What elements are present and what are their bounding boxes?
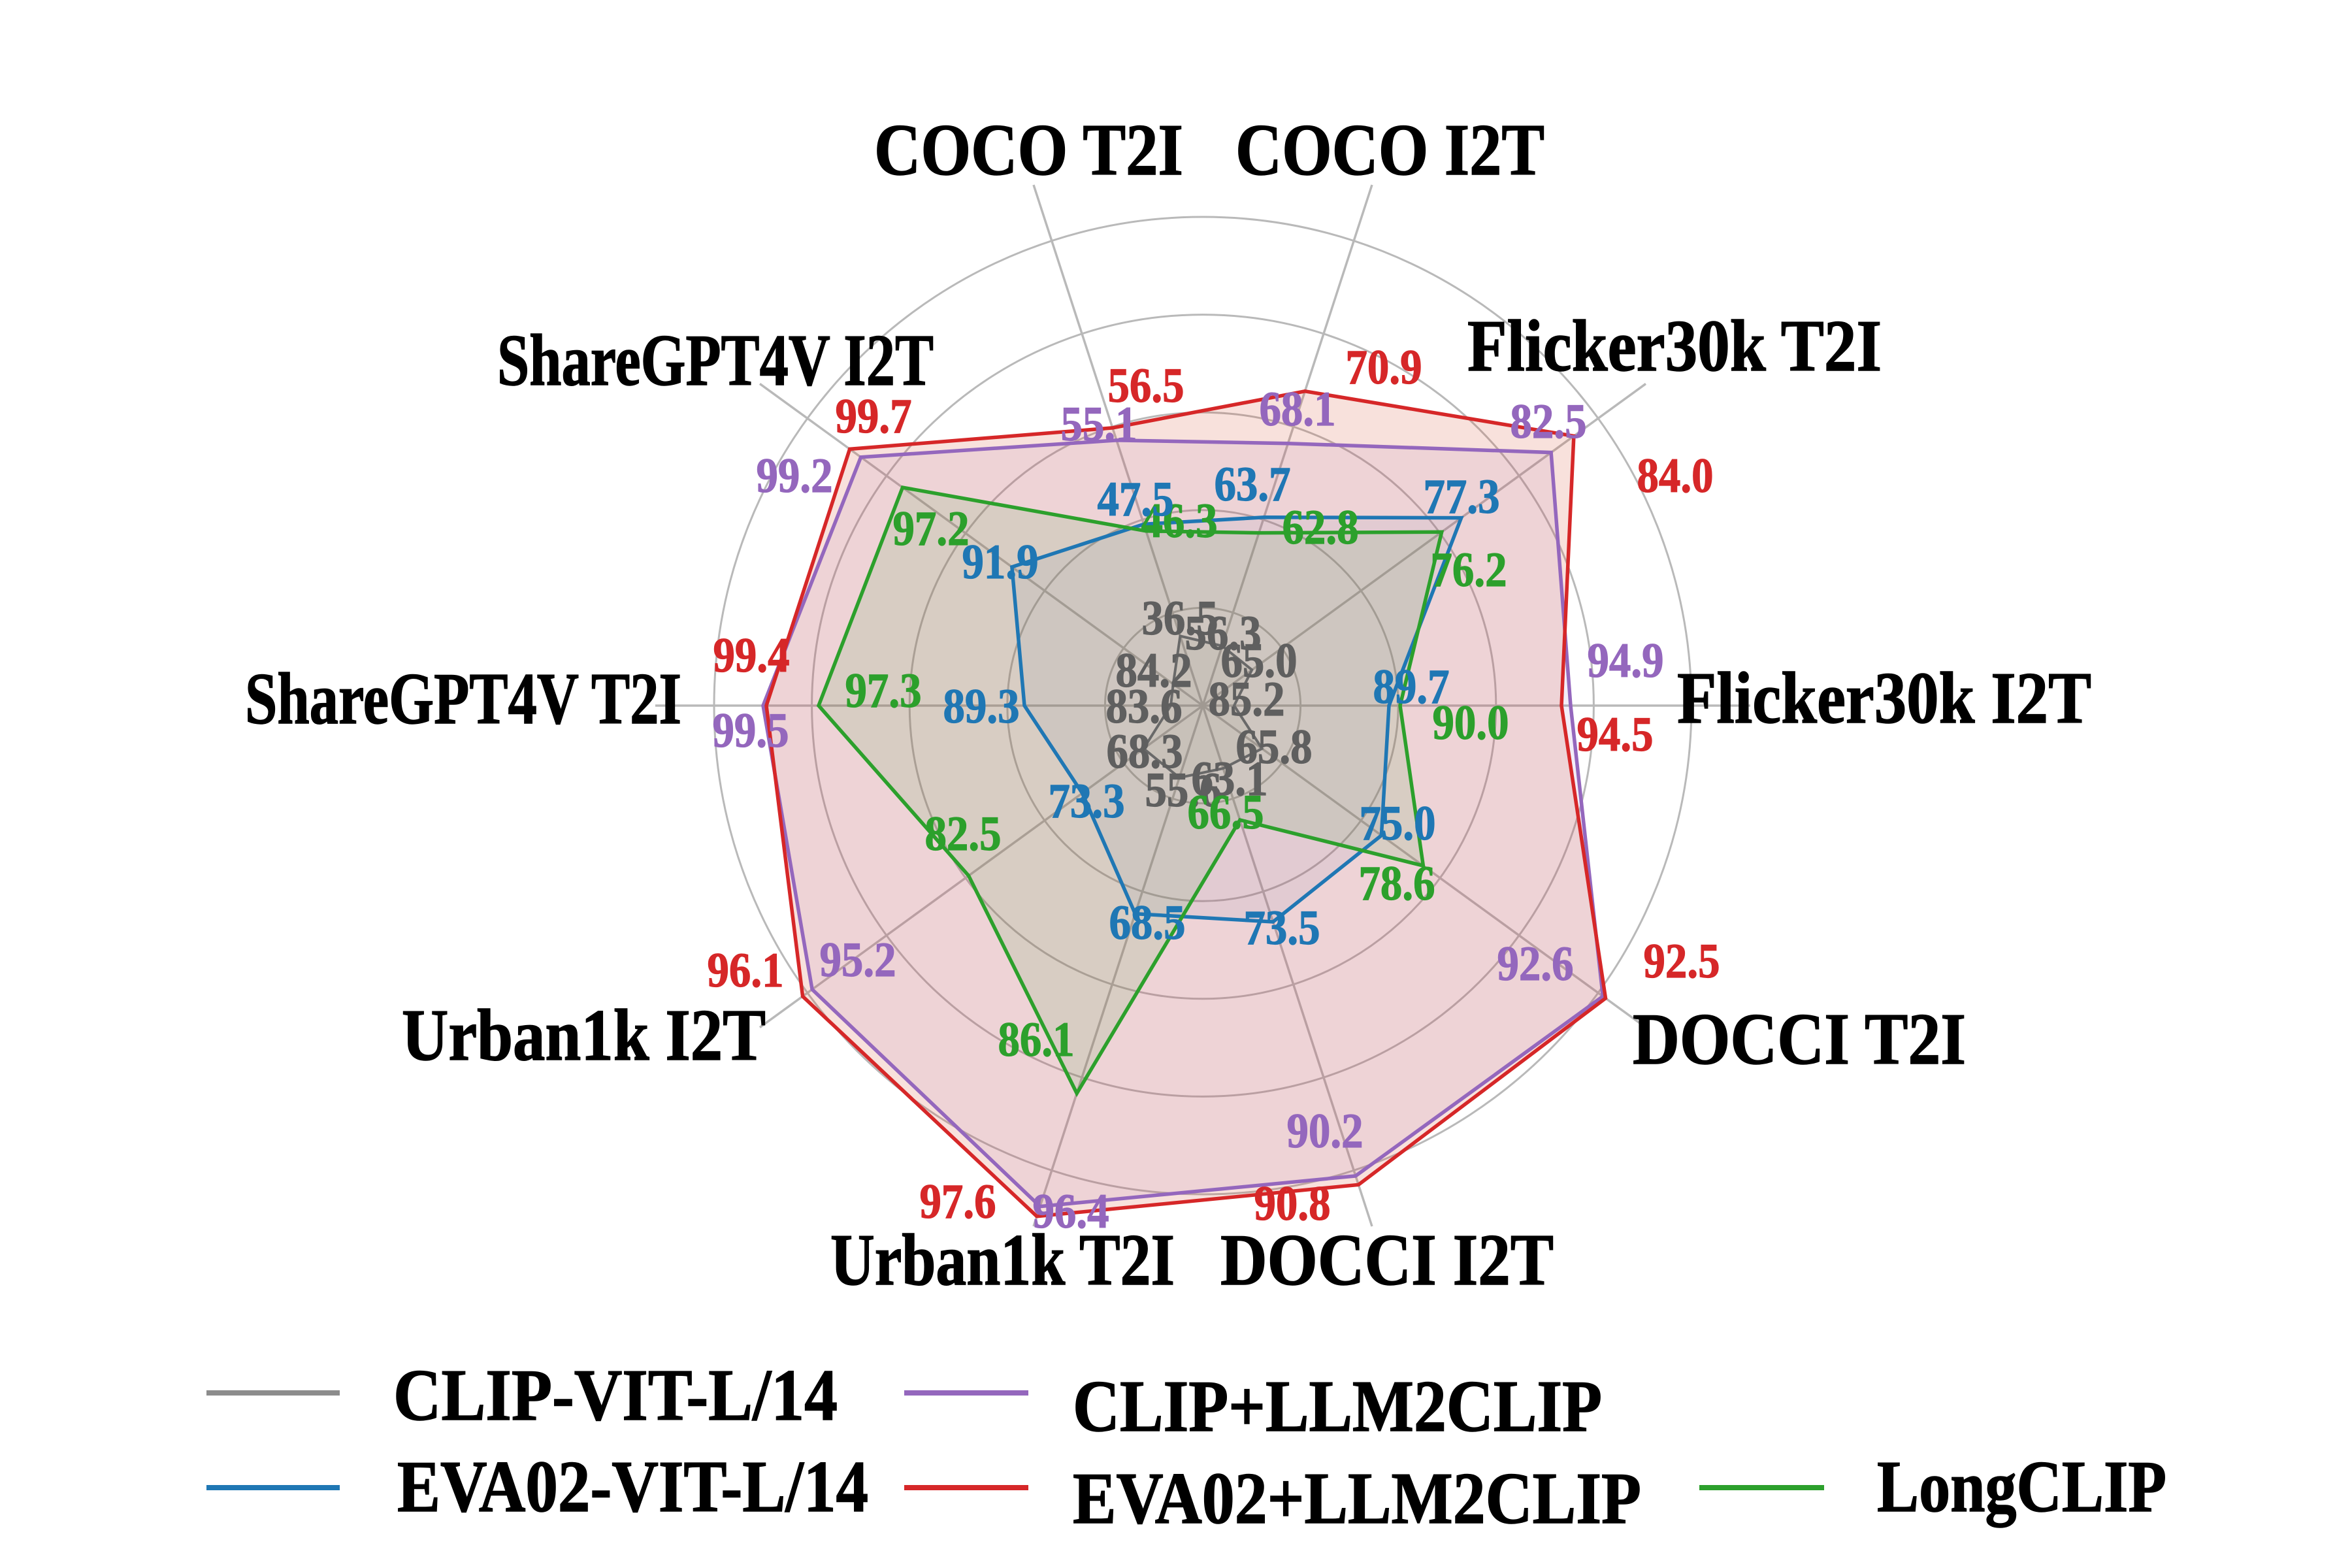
svg-text:75.0: 75.0 — [1360, 796, 1436, 851]
svg-text:63.1: 63.1 — [1192, 752, 1268, 806]
svg-text:97.6: 97.6 — [920, 1175, 996, 1229]
svg-text:84.0: 84.0 — [1637, 449, 1714, 503]
svg-text:76.2: 76.2 — [1431, 543, 1507, 597]
svg-text:73.5: 73.5 — [1244, 901, 1320, 955]
svg-text:Urban1k T2I: Urban1k T2I — [830, 1220, 1175, 1301]
svg-text:96.1: 96.1 — [708, 943, 784, 998]
svg-text:EVA02-VIT-L/14: EVA02-VIT-L/14 — [397, 1446, 868, 1527]
svg-text:COCO T2I: COCO T2I — [874, 110, 1183, 191]
svg-text:56.3: 56.3 — [1185, 606, 1262, 661]
svg-text:COCO I2T: COCO I2T — [1235, 110, 1544, 191]
svg-text:47.5: 47.5 — [1098, 472, 1174, 527]
svg-text:55.1: 55.1 — [1061, 397, 1137, 451]
svg-text:96.4: 96.4 — [1033, 1184, 1109, 1239]
svg-text:99.2: 99.2 — [757, 449, 833, 503]
svg-text:89.3: 89.3 — [943, 679, 1020, 734]
svg-text:99.4: 99.4 — [713, 629, 790, 683]
svg-text:63.7: 63.7 — [1215, 457, 1291, 512]
svg-text:97.2: 97.2 — [893, 502, 970, 556]
svg-text:78.6: 78.6 — [1359, 857, 1435, 911]
svg-text:Flicker30k I2T: Flicker30k I2T — [1677, 658, 2091, 739]
svg-text:68.3: 68.3 — [1107, 725, 1183, 779]
svg-text:85.2: 85.2 — [1209, 672, 1285, 727]
svg-text:73.3: 73.3 — [1049, 774, 1125, 828]
svg-text:99.5: 99.5 — [713, 704, 789, 758]
svg-text:99.7: 99.7 — [836, 389, 912, 444]
svg-text:36.5: 36.5 — [1142, 591, 1218, 645]
svg-text:ShareGPT4V T2I: ShareGPT4V T2I — [245, 659, 681, 740]
svg-text:77.3: 77.3 — [1424, 470, 1500, 524]
svg-text:CLIP+LLM2CLIP: CLIP+LLM2CLIP — [1073, 1366, 1602, 1447]
svg-text:68.1: 68.1 — [1260, 382, 1336, 436]
svg-text:CLIP-VIT-L/14: CLIP-VIT-L/14 — [393, 1355, 838, 1436]
svg-text:97.3: 97.3 — [845, 664, 922, 718]
svg-text:82.5: 82.5 — [925, 807, 1002, 861]
svg-text:89.7: 89.7 — [1373, 660, 1450, 714]
svg-text:70.9: 70.9 — [1346, 340, 1422, 395]
svg-text:62.8: 62.8 — [1282, 500, 1359, 555]
svg-text:82.5: 82.5 — [1511, 395, 1587, 449]
svg-text:DOCCI T2I: DOCCI T2I — [1633, 999, 1966, 1080]
svg-text:56.5: 56.5 — [1108, 359, 1184, 413]
svg-text:Flicker30k T2I: Flicker30k T2I — [1467, 306, 1882, 387]
svg-text:90.0: 90.0 — [1433, 696, 1509, 750]
svg-text:86.1: 86.1 — [998, 1013, 1075, 1067]
svg-text:68.5: 68.5 — [1109, 896, 1186, 950]
svg-text:84.2: 84.2 — [1116, 644, 1192, 698]
svg-text:ShareGPT4V I2T: ShareGPT4V I2T — [497, 320, 934, 401]
svg-text:65.0: 65.0 — [1221, 634, 1298, 688]
svg-text:65.8: 65.8 — [1236, 720, 1313, 774]
svg-text:95.2: 95.2 — [820, 933, 896, 987]
svg-text:92.5: 92.5 — [1644, 934, 1720, 988]
svg-text:94.9: 94.9 — [1588, 634, 1664, 688]
svg-text:90.2: 90.2 — [1287, 1104, 1364, 1158]
svg-text:Urban1k I2T: Urban1k I2T — [402, 995, 766, 1076]
svg-text:90.8: 90.8 — [1254, 1177, 1331, 1231]
svg-text:91.9: 91.9 — [962, 535, 1039, 589]
svg-text:94.5: 94.5 — [1577, 708, 1654, 762]
svg-text:83.6: 83.6 — [1106, 679, 1183, 734]
svg-text:DOCCI I2T: DOCCI I2T — [1220, 1220, 1554, 1301]
svg-text:EVA02+LLM2CLIP: EVA02+LLM2CLIP — [1073, 1458, 1641, 1539]
svg-text:66.5: 66.5 — [1188, 785, 1264, 840]
svg-text:92.6: 92.6 — [1497, 937, 1574, 991]
svg-text:55.6: 55.6 — [1145, 763, 1222, 817]
svg-text:46.3: 46.3 — [1141, 494, 1218, 548]
svg-text:LongCLIP: LongCLIP — [1877, 1446, 2166, 1527]
